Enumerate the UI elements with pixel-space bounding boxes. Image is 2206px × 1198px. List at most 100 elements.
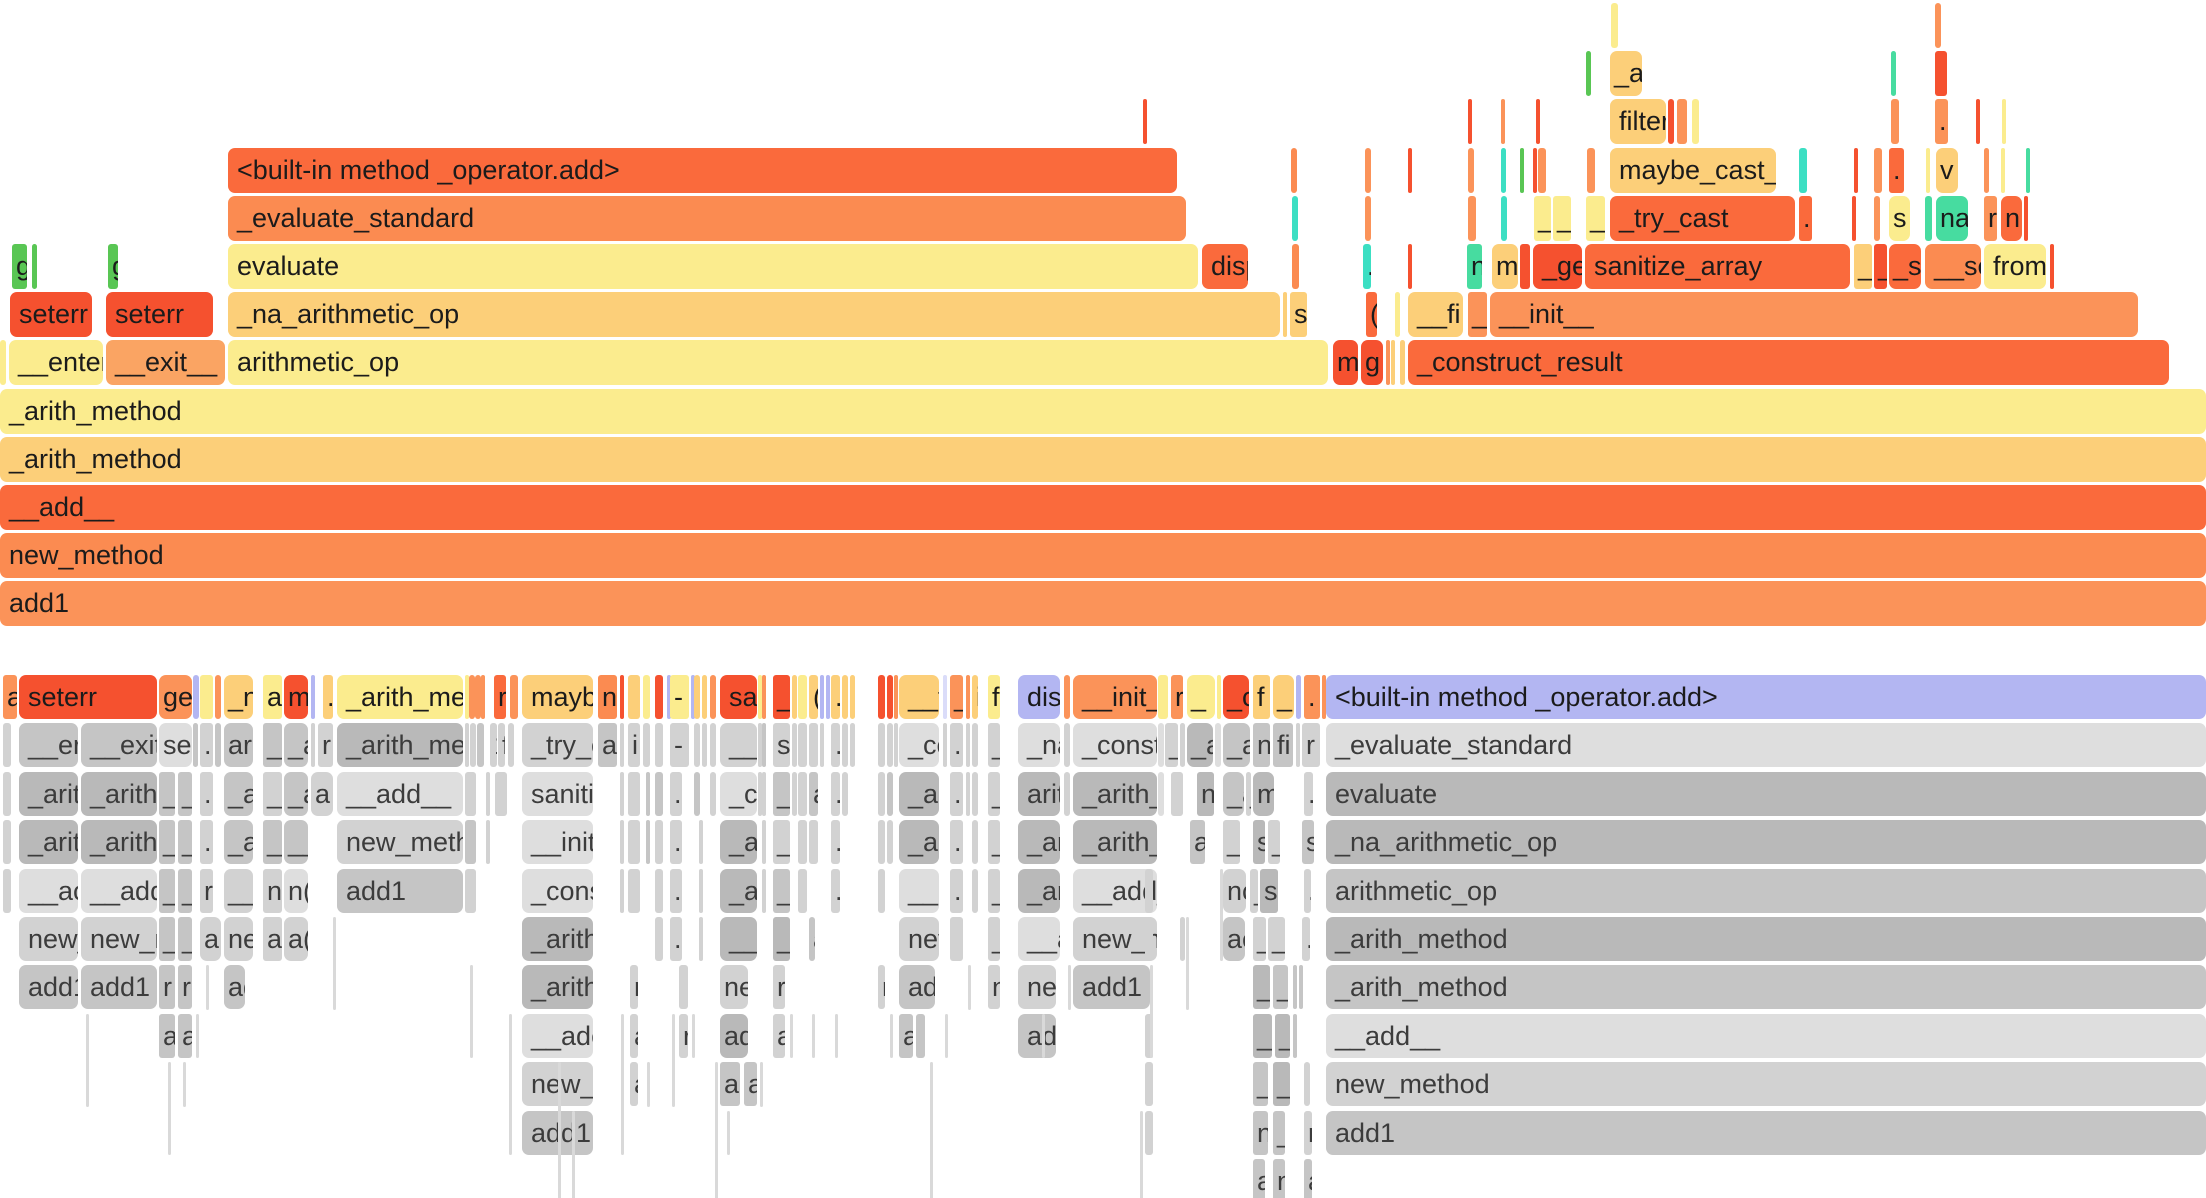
flame-segment[interactable]: m xyxy=(1333,340,1358,386)
flame-segment[interactable]: _n xyxy=(224,675,253,719)
flame-segment[interactable]: n xyxy=(988,965,1000,1010)
flame-segment[interactable] xyxy=(1891,99,1899,145)
flame-segment[interactable]: n( xyxy=(284,868,308,913)
flame-segment[interactable]: __ xyxy=(1223,820,1240,865)
flame-segment[interactable] xyxy=(1292,195,1298,241)
flame-segment[interactable] xyxy=(1536,99,1540,145)
flame-segment[interactable]: __add__ xyxy=(1326,1013,2206,1058)
flame-segment[interactable]: _ar xyxy=(1018,868,1060,913)
flame-segment[interactable] xyxy=(655,675,663,719)
flame-segment[interactable]: _ xyxy=(1854,244,1872,289)
flame-segment[interactable] xyxy=(1799,147,1807,193)
flame-segment[interactable]: _a xyxy=(224,771,253,816)
flame-segment[interactable] xyxy=(1468,195,1476,241)
flame-segment[interactable] xyxy=(1677,99,1687,145)
flame-segment[interactable]: . xyxy=(670,820,682,865)
flame-segment[interactable]: _ xyxy=(1273,965,1288,1010)
flame-segment[interactable]: ad xyxy=(224,965,245,1010)
flame-segment[interactable] xyxy=(798,868,807,913)
flame-segment[interactable] xyxy=(1408,147,1412,193)
flame-segment[interactable] xyxy=(1984,147,1989,193)
flame-segment[interactable]: adc xyxy=(1018,1013,1056,1058)
flame-segment[interactable]: r xyxy=(494,675,506,719)
flame-segment[interactable]: new_m xyxy=(1073,917,1157,961)
flame-segment[interactable] xyxy=(699,820,703,865)
flame-segment[interactable] xyxy=(1291,147,1297,193)
flame-segment[interactable]: s xyxy=(1302,820,1314,865)
flame-segment[interactable]: r xyxy=(1984,195,1997,241)
flame-segment[interactable]: nev xyxy=(899,917,939,961)
flame-segment[interactable]: __add__ xyxy=(0,485,2206,530)
flame-segment[interactable]: r xyxy=(318,723,333,768)
flame-segment[interactable]: . xyxy=(670,771,682,816)
flame-segment[interactable]: _a xyxy=(284,771,308,816)
flame-segment[interactable] xyxy=(1215,723,1221,768)
flame-segment[interactable]: a xyxy=(263,917,282,961)
flame-segment[interactable] xyxy=(667,675,671,719)
flame-segment[interactable]: _ xyxy=(773,820,790,865)
flame-segment[interactable]: _ xyxy=(159,917,175,961)
flame-segment[interactable]: maybe xyxy=(522,675,593,719)
flame-segment[interactable] xyxy=(193,723,198,768)
flame-segment[interactable]: new_ xyxy=(19,917,78,961)
flame-segment[interactable]: ne xyxy=(720,965,748,1010)
flame-segment[interactable] xyxy=(878,820,885,865)
flame-segment[interactable]: sanitize_array xyxy=(1585,244,1850,289)
flame-segment[interactable] xyxy=(1925,195,1932,241)
flame-segment[interactable] xyxy=(1171,771,1183,816)
flame-segment[interactable]: . xyxy=(1400,340,1405,386)
flame-segment[interactable]: _c xyxy=(720,771,757,816)
flame-segment[interactable]: _ xyxy=(159,771,175,816)
flame-segment[interactable]: . xyxy=(1304,868,1311,913)
flame-segment[interactable] xyxy=(792,675,797,719)
flame-segment[interactable]: nev xyxy=(1018,965,1056,1010)
flame-segment[interactable] xyxy=(1852,195,1856,241)
flame-segment[interactable]: . xyxy=(972,723,978,768)
flame-segment[interactable] xyxy=(702,675,707,719)
flame-segment[interactable]: maybe_cast_to xyxy=(1610,147,1776,193)
flame-segment[interactable]: r xyxy=(1302,723,1320,768)
flame-segment[interactable]: _ xyxy=(988,771,1000,816)
flame-segment[interactable]: s xyxy=(773,723,790,768)
flame-segment[interactable]: __fi xyxy=(1408,292,1463,338)
flame-segment[interactable] xyxy=(916,1013,925,1058)
flame-segment[interactable]: __init xyxy=(522,820,593,865)
flame-segment[interactable]: _ xyxy=(988,820,1000,865)
flame-segment[interactable]: a xyxy=(899,1013,913,1058)
flame-segment[interactable]: disp xyxy=(1018,675,1060,719)
flame-segment[interactable]: _ xyxy=(1253,917,1266,961)
flame-segment[interactable]: _a xyxy=(284,723,308,768)
flame-segment[interactable]: g xyxy=(108,244,118,289)
flame-segment[interactable]: _ xyxy=(1273,675,1294,719)
flame-segment[interactable] xyxy=(620,723,624,768)
flame-segment[interactable]: a xyxy=(178,1013,192,1058)
flame-segment[interactable] xyxy=(887,675,893,719)
flame-segment[interactable]: _arit xyxy=(19,771,78,816)
flame-segment[interactable]: _ xyxy=(773,771,790,816)
flame-segment[interactable] xyxy=(1501,147,1506,193)
flame-segment[interactable]: __init_ xyxy=(1073,675,1157,719)
flame-segment[interactable]: . xyxy=(1304,1062,1310,1107)
flame-segment[interactable] xyxy=(1587,147,1595,193)
flame-segment[interactable]: n xyxy=(598,675,617,719)
flame-segment[interactable] xyxy=(3,820,11,865)
flame-segment[interactable] xyxy=(1145,1110,1153,1155)
flame-segment[interactable]: . xyxy=(1304,675,1320,719)
flame-segment[interactable] xyxy=(628,820,640,865)
flame-segment[interactable] xyxy=(798,723,807,768)
flame-segment[interactable] xyxy=(1468,99,1472,145)
flame-segment[interactable] xyxy=(966,771,970,816)
flame-segment[interactable]: __ xyxy=(720,917,757,961)
flame-segment[interactable]: s xyxy=(1253,820,1265,865)
flame-segment[interactable]: m xyxy=(1253,771,1274,816)
flame-segment[interactable]: . xyxy=(950,723,963,768)
flame-segment[interactable] xyxy=(215,675,221,719)
flame-segment[interactable]: <built-in method _operator.add> xyxy=(1326,675,2206,719)
flame-segment[interactable]: __a xyxy=(1018,917,1060,961)
flame-segment[interactable] xyxy=(762,771,766,816)
flame-segment[interactable]: _try_c xyxy=(522,723,593,768)
flame-segment[interactable] xyxy=(469,675,475,719)
flame-segment[interactable]: f xyxy=(498,723,505,768)
flame-segment[interactable]: . xyxy=(831,820,840,865)
flame-segment[interactable] xyxy=(1874,147,1882,193)
